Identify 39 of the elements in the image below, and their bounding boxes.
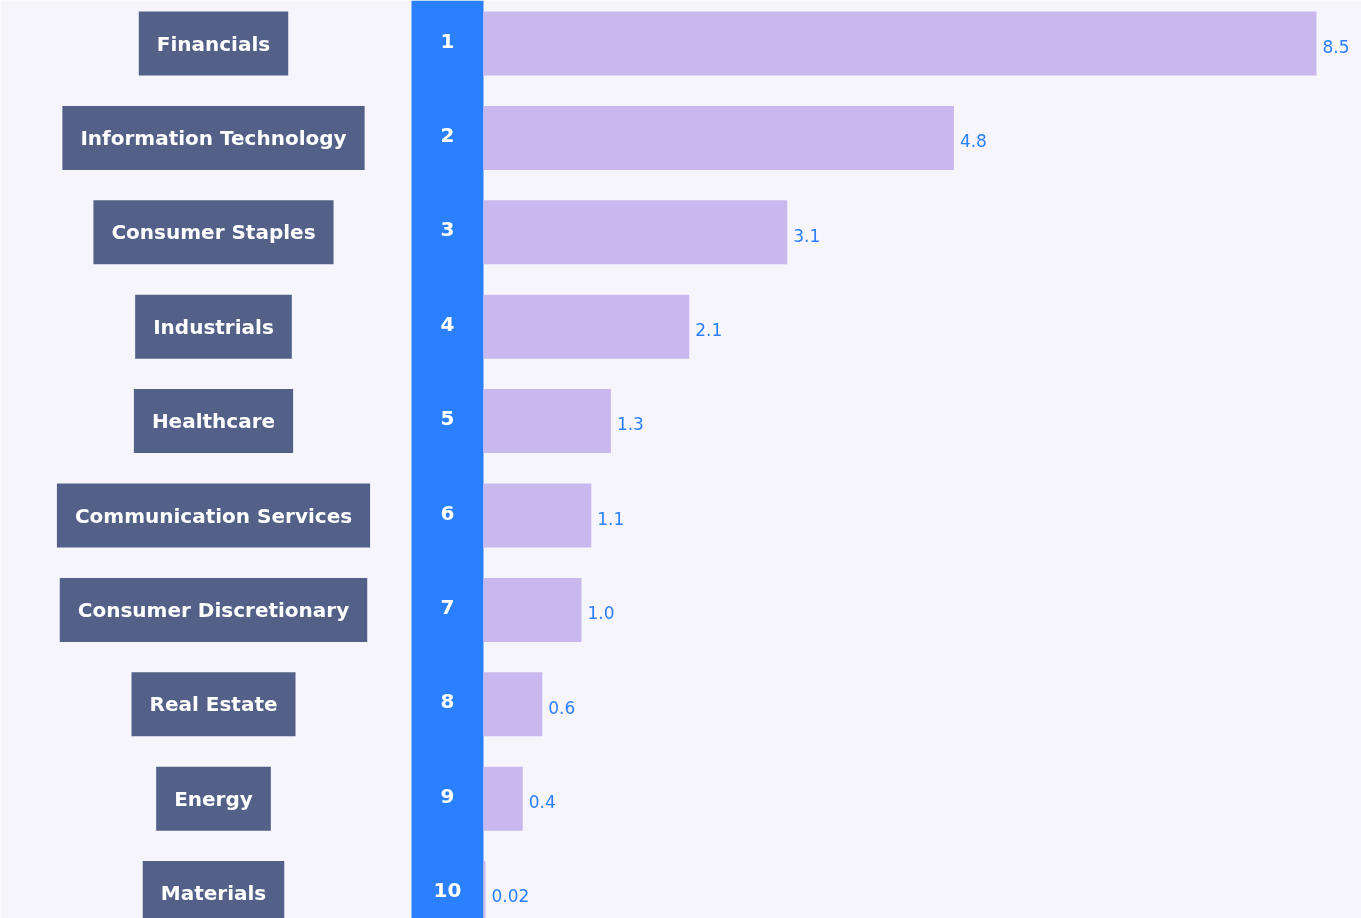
text: 3: [440, 217, 455, 242]
data-label: 0.6: [548, 697, 576, 718]
bar: [483, 200, 788, 265]
data-label: 1.0: [587, 603, 615, 624]
text: 4: [440, 311, 455, 336]
data-label: 0.4: [528, 792, 556, 813]
y-tick-label: Consumer Discretionary: [77, 597, 350, 622]
data-label: 3.1: [793, 225, 821, 246]
bar: [483, 389, 611, 454]
data-label: 1.1: [597, 508, 625, 529]
bar: [483, 483, 592, 548]
data-label: 0.02: [491, 886, 530, 907]
y-tick-label: Healthcare: [151, 409, 276, 434]
data-label: 4.8: [959, 131, 987, 152]
bar: [483, 11, 1317, 76]
text: 9: [440, 783, 455, 808]
y-tick-label: Real Estate: [149, 692, 278, 717]
y-tick-label: Energy: [174, 786, 253, 811]
bar: [483, 105, 954, 170]
bar: [483, 672, 543, 737]
data-label: 1.3: [616, 414, 644, 435]
y-tick-label: Consumer Staples: [111, 220, 316, 245]
data-label: 2.1: [695, 320, 723, 341]
text: 5: [440, 406, 455, 431]
data-label: 8.5: [1322, 36, 1350, 57]
y-tick-label: Communication Services: [74, 503, 353, 528]
y-tick-label: Information Technology: [80, 125, 347, 150]
y-tick-label: Materials: [160, 881, 267, 906]
text: 2: [440, 123, 455, 148]
text: 8: [440, 689, 455, 714]
text: 6: [440, 500, 455, 525]
bar: [483, 577, 582, 642]
bar: [483, 294, 690, 359]
text: 10: [433, 878, 462, 903]
text: 1: [440, 28, 455, 53]
y-tick-label: Industrials: [153, 314, 274, 339]
text: 7: [440, 595, 455, 620]
y-tick-label: Financials: [156, 31, 271, 56]
bar: [483, 766, 523, 831]
